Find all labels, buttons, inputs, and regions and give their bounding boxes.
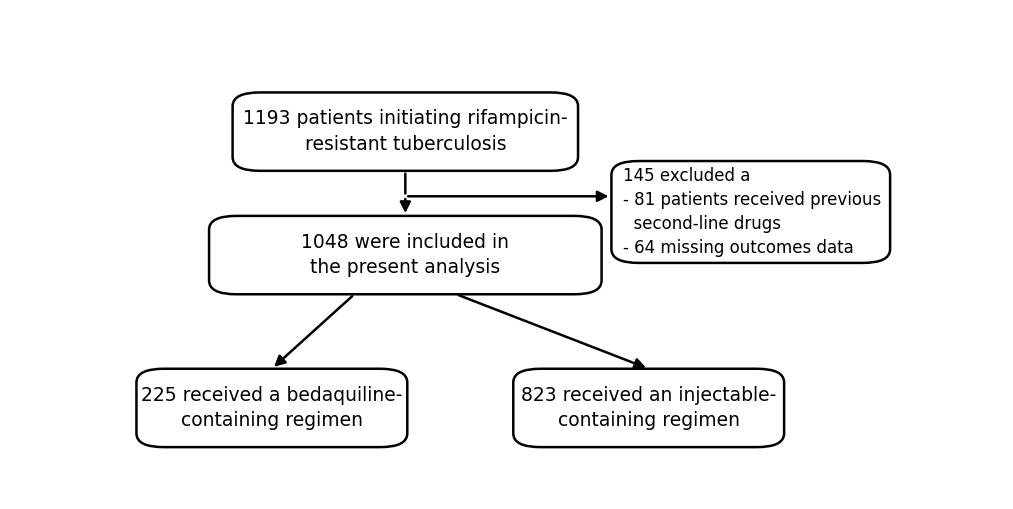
Text: 145 excluded a
- 81 patients received previous
  second-line drugs
- 64 missing : 145 excluded a - 81 patients received pr…: [623, 166, 881, 258]
Text: 1048 were included in
the present analysis: 1048 were included in the present analys…: [301, 233, 510, 277]
FancyBboxPatch shape: [137, 369, 407, 447]
FancyBboxPatch shape: [233, 93, 578, 171]
FancyBboxPatch shape: [612, 161, 890, 263]
Text: 1193 patients initiating rifampicin-
resistant tuberculosis: 1193 patients initiating rifampicin- res…: [243, 109, 567, 154]
Text: 225 received a bedaquiline-
containing regimen: 225 received a bedaquiline- containing r…: [141, 385, 402, 430]
FancyBboxPatch shape: [514, 369, 784, 447]
Text: 823 received an injectable-
containing regimen: 823 received an injectable- containing r…: [521, 385, 776, 430]
FancyBboxPatch shape: [209, 216, 602, 294]
